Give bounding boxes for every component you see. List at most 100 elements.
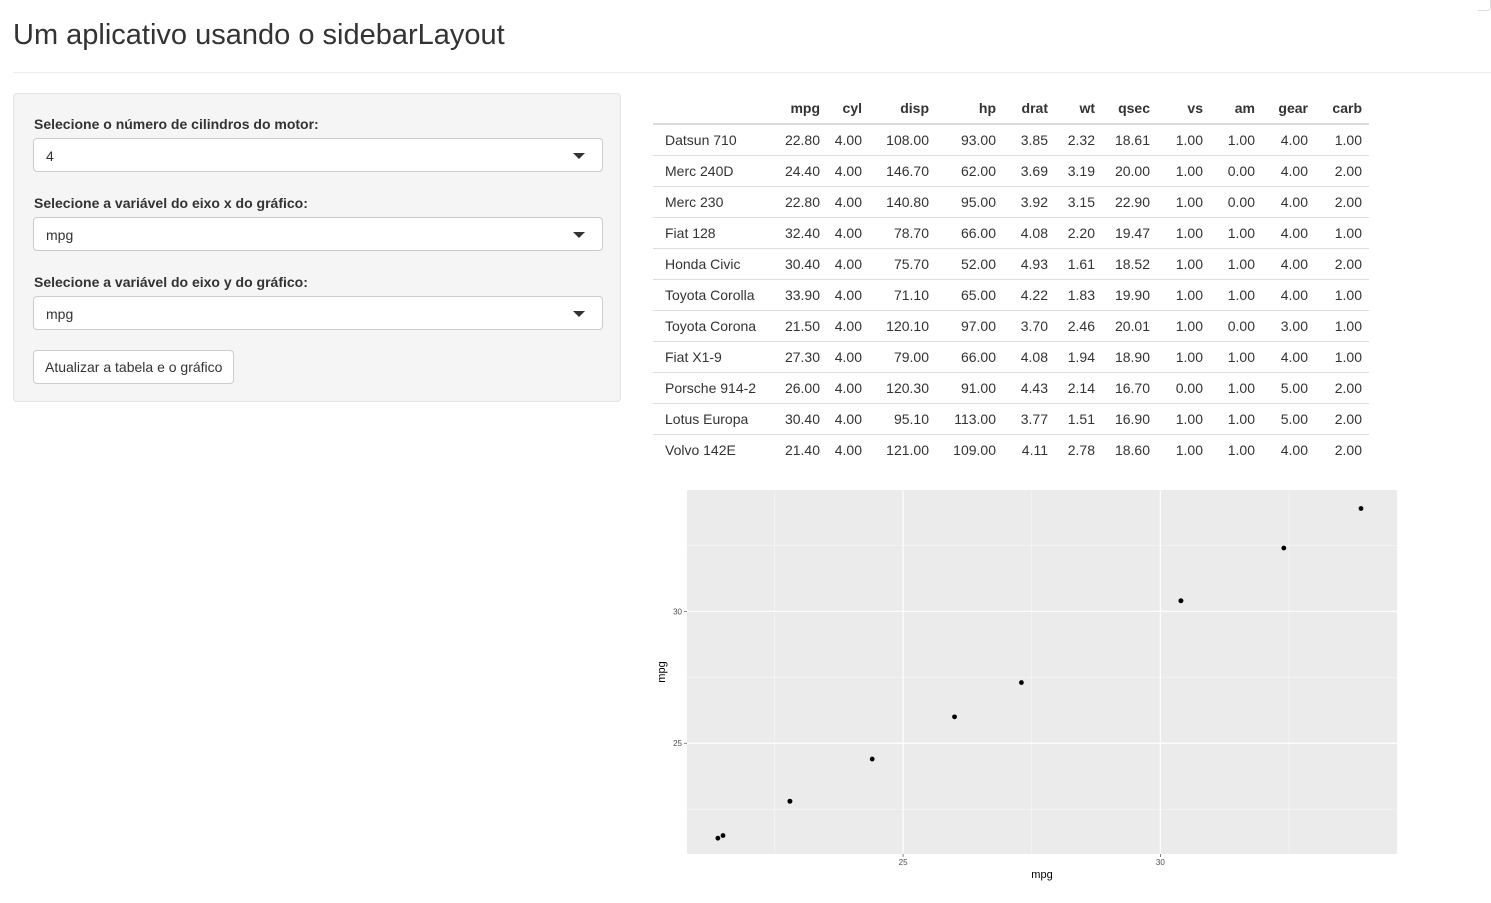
y-axis-title: mpg: [656, 661, 668, 682]
chevron-down-icon: [573, 153, 585, 159]
row-name-cell: Merc 230: [653, 186, 768, 218]
table-cell-am: 1.00: [1203, 434, 1255, 465]
table-cell-mpg: 22.80: [768, 186, 820, 218]
xvar-select[interactable]: mpg: [33, 217, 603, 251]
table-cell-wt: 2.32: [1067, 132, 1095, 148]
column-header-qsec: qsec: [1095, 93, 1150, 125]
table-cell-am: 0.00: [1203, 155, 1255, 187]
row-name-cell: Toyota Corolla: [653, 279, 768, 311]
table-row: Fiat 128 32.40 4.00 78.70 66.00 4.08 2.20 19.47…: [653, 217, 1369, 249]
table-cell-vs: 0.00: [1150, 372, 1203, 404]
y-tick-label: 25: [673, 739, 682, 748]
table-cell-hp: 109.00: [929, 434, 996, 465]
table-cell-qsec: 18.61: [1114, 132, 1150, 148]
column-header-disp: disp: [862, 93, 929, 125]
table-cell-hp: 91.00: [929, 372, 996, 404]
cyl-select[interactable]: 4: [33, 138, 603, 172]
table-cell-qsec: 18.90: [1095, 341, 1150, 373]
table-cell-qsec: 22.90: [1095, 186, 1150, 218]
column-header-drat: drat: [996, 93, 1048, 125]
table-cell-hp: 95.00: [929, 186, 996, 218]
xvar-select-label: Selecione a variável do eixo x do gráfic…: [34, 195, 308, 211]
table-cell-gear: 4.00: [1255, 279, 1308, 311]
row-name-cell: Lotus Europa: [653, 403, 768, 435]
table-cell-qsec: 19.47: [1095, 217, 1150, 249]
data-point: [1019, 680, 1024, 685]
data-point: [952, 714, 957, 720]
table-cell-gear: 4.00: [1255, 341, 1308, 373]
table-cell-mpg: 26.00: [768, 372, 820, 404]
table-cell-hp: 113.00: [929, 403, 996, 435]
table-cell-drat: 4.11: [996, 434, 1048, 465]
table-header-row: mpg cyl disp hp drat wt qsec vs am gear carb: [653, 93, 1369, 125]
table-cell-carb: 2.00: [1308, 186, 1369, 218]
yvar-select-label: Selecione a variável do eixo y do gráfic…: [34, 274, 308, 290]
table-cell-cyl: 4.00: [820, 310, 862, 342]
table-row: Honda Civic 30.40 4.00 75.70 52.00 4.93 1.61 18…: [653, 248, 1369, 280]
table-cell-gear: 4.00: [1255, 434, 1308, 465]
table-row: Toyota Corolla 33.90 4.00 71.10 65.00 4.22 1.8…: [653, 279, 1369, 311]
table-cell-hp: 93.00: [960, 132, 996, 148]
table-row: Merc 240D 24.40 4.00 146.70 62.00 3.69 3.19 20.…: [653, 155, 1369, 187]
table-cell-vs: 1.00: [1150, 186, 1203, 218]
table-cell-vs: 1.00: [1150, 310, 1203, 342]
table-cell-vs: 1.00: [1150, 341, 1203, 373]
update-button[interactable]: Atualizar a tabela e o gráfico: [33, 350, 235, 384]
table-cell-disp: 79.00: [862, 341, 929, 373]
table-cell-carb: 2.00: [1308, 403, 1369, 435]
table-cell-disp: 78.70: [862, 217, 929, 249]
data-table: mpg cyl disp hp drat wt qsec vs am gear carb Datsu…: [653, 93, 1369, 465]
table-cell-gear: 4.00: [1255, 248, 1308, 280]
table-cell-am: 1.00: [1203, 372, 1255, 404]
yvar-select[interactable]: mpg: [33, 296, 603, 330]
table-cell-hp: 62.00: [929, 155, 996, 187]
table-cell-mpg: 22.80: [784, 132, 820, 148]
table-cell-cyl: 4.00: [820, 341, 862, 373]
table-row: Porsche 914-2 26.00 4.00 120.30 91.00 4.43 2.1…: [653, 372, 1369, 404]
table-row: Lotus Europa 30.40 4.00 95.10 113.00 3.77 1.51…: [653, 403, 1369, 435]
plot-panel: [687, 490, 1397, 854]
data-point: [1178, 598, 1184, 604]
table-cell-disp: 95.10: [862, 403, 929, 435]
table-cell-am: 1.00: [1203, 217, 1255, 249]
data-point: [787, 798, 793, 804]
table-cell-cyl: 4.00: [820, 372, 862, 404]
table-row: Toyota Corona 21.50 4.00 120.10 97.00 3.70 2.4…: [653, 310, 1369, 342]
table-cell-gear: 4.00: [1255, 217, 1308, 249]
table-row: Datsun 710 22.80 4.00 108.00 93.00 3.85 2.32 18…: [653, 124, 1369, 156]
table-cell-carb: 1.00: [1308, 341, 1369, 373]
table-cell-drat: 3.70: [996, 310, 1048, 342]
table-cell-wt: 1.51: [1048, 403, 1095, 435]
column-header-mpg: mpg: [768, 93, 820, 125]
table-cell-disp: 108.00: [886, 132, 929, 148]
page-title: Um aplicativo usando o sidebarLayout: [13, 19, 505, 51]
row-name-cell: Honda Civic: [653, 248, 768, 280]
xvar-select-value: mpg: [46, 227, 74, 243]
column-header-wt: wt: [1048, 93, 1095, 125]
table-cell-vs: 1.00: [1150, 434, 1203, 465]
title-divider: [13, 72, 1491, 73]
table-cell-carb: 1.00: [1334, 132, 1362, 148]
table-cell-cyl: 4.00: [820, 217, 862, 249]
table-cell-mpg: 30.40: [768, 248, 820, 280]
table-cell-disp: 146.70: [862, 155, 929, 187]
table-cell-drat: 3.69: [996, 155, 1048, 187]
window-corner: [1478, 0, 1491, 11]
data-point: [715, 835, 721, 841]
table-cell-am: 0.00: [1203, 186, 1255, 218]
table-cell-carb: 1.00: [1308, 310, 1369, 342]
table-cell-carb: 1.00: [1308, 279, 1369, 311]
table-cell-carb: 2.00: [1308, 434, 1369, 465]
x-tick-label: 25: [899, 858, 908, 867]
table-cell-mpg: 33.90: [768, 279, 820, 311]
table-body: Datsun 710 22.80 4.00 108.00 93.00 3.85 2.32 18…: [653, 124, 1369, 465]
row-name-cell: Volvo 142E: [653, 434, 768, 465]
data-point: [720, 833, 726, 838]
table-cell-gear: 4.00: [1255, 155, 1308, 187]
table-cell-drat: 4.08: [996, 341, 1048, 373]
row-name-cell: Datsun 710: [665, 132, 737, 148]
table-cell-disp: 140.80: [862, 186, 929, 218]
table-cell-disp: 71.10: [862, 279, 929, 311]
table-cell-wt: 2.20: [1048, 217, 1095, 249]
table-cell-carb: 2.00: [1308, 155, 1369, 187]
